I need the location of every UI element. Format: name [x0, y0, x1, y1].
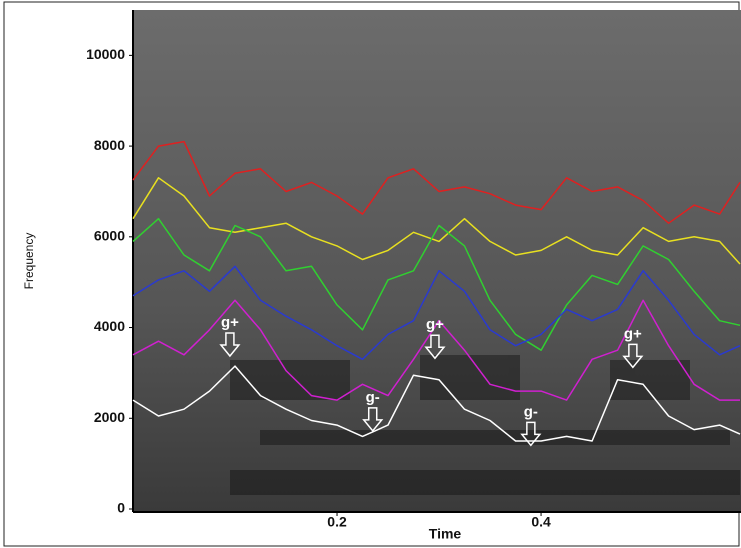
annotation-arrow — [424, 334, 446, 360]
spectrogram — [133, 10, 741, 512]
y-tick-label: 8000 — [94, 137, 125, 153]
annotation: g+ — [624, 325, 642, 342]
annotation-arrow — [219, 332, 241, 358]
y-axis-label: Frequency — [22, 233, 36, 290]
annotation-arrow — [622, 343, 644, 369]
annotation: g+ — [426, 316, 444, 333]
formant-line — [132, 140, 741, 224]
formant-line — [132, 177, 741, 265]
x-tick-label: 0.2 — [327, 514, 347, 530]
y-tick-label: 6000 — [94, 228, 125, 244]
annotation-arrow — [362, 407, 384, 433]
y-tick-label: 10000 — [86, 46, 125, 62]
annotation: g- — [524, 403, 538, 420]
annotation: g- — [366, 389, 380, 406]
y-tick-label: 2000 — [94, 409, 125, 425]
annotation: g+ — [221, 314, 239, 331]
formant-line — [132, 299, 740, 401]
x-tick-label: 0.4 — [531, 514, 551, 530]
formant-line — [132, 365, 741, 442]
spectrogram-bands — [230, 355, 740, 495]
y-tick-label: 4000 — [94, 318, 125, 334]
formant-line — [132, 217, 741, 351]
annotation-arrow — [520, 421, 542, 447]
x-axis-label: Time — [429, 526, 462, 542]
y-tick-label: 0 — [117, 500, 125, 516]
formant-line — [132, 265, 741, 361]
